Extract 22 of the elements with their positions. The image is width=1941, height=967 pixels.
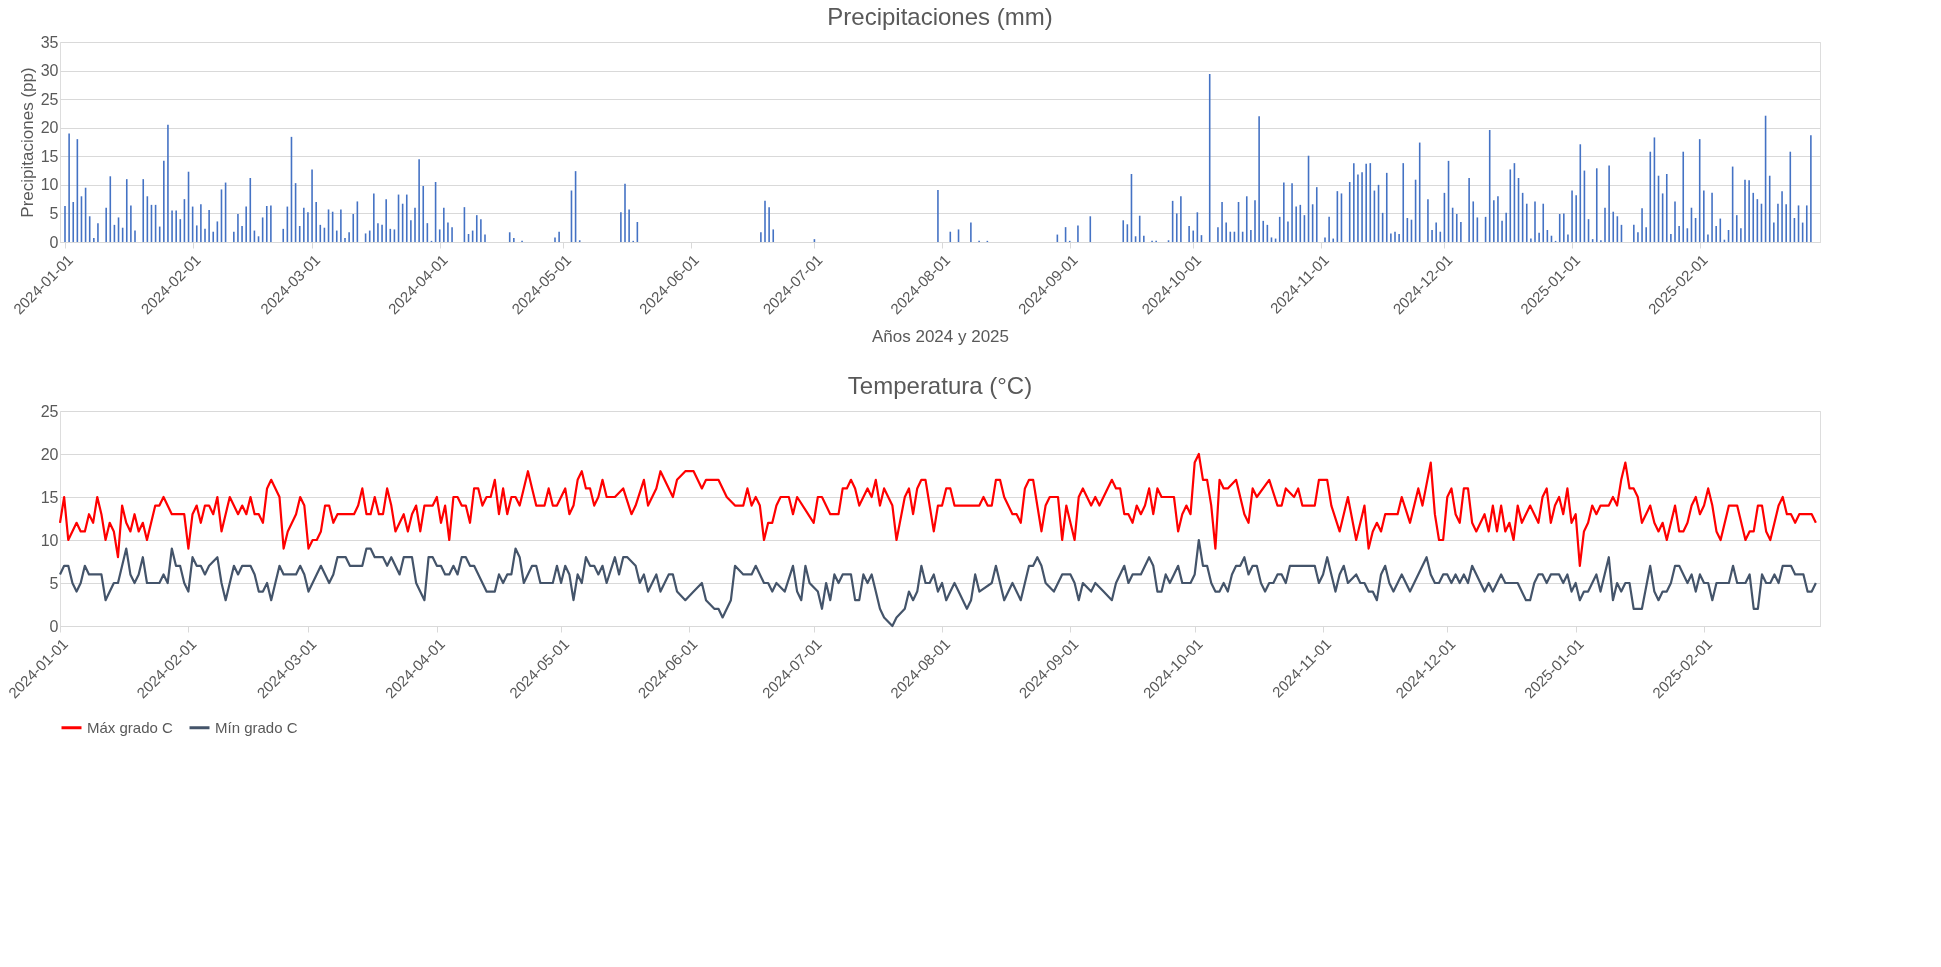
legend-label: Máx grado C	[87, 718, 174, 736]
y-tick-label: 5	[49, 204, 59, 222]
y-tick-label: 15	[40, 488, 59, 506]
y-tick-label: 25	[40, 402, 59, 420]
y-axis-title: Precipitaciones (pp)	[17, 67, 37, 218]
y-tick-label: 20	[40, 119, 59, 137]
y-tick-label: 15	[40, 147, 59, 165]
y-tick-label: 30	[40, 62, 59, 80]
y-tick-label: 0	[49, 233, 59, 251]
y-tick-label: 20	[40, 445, 59, 463]
chart-title: Precipitaciones (mm)	[827, 3, 1053, 30]
y-tick-label: 35	[40, 33, 59, 51]
y-tick-label: 10	[40, 531, 59, 549]
legend-label: Mín grado C	[215, 718, 298, 736]
y-tick-label: 5	[49, 574, 59, 592]
y-tick-label: 25	[40, 90, 59, 108]
line-series	[58, 538, 1817, 628]
chart-title: Temperatura (°C)	[847, 372, 1033, 399]
y-tick-label: 0	[49, 617, 59, 635]
line-series	[58, 452, 1817, 567]
y-tick-label: 10	[40, 176, 59, 194]
x-axis-title: Años 2024 y 2025	[871, 327, 1010, 347]
